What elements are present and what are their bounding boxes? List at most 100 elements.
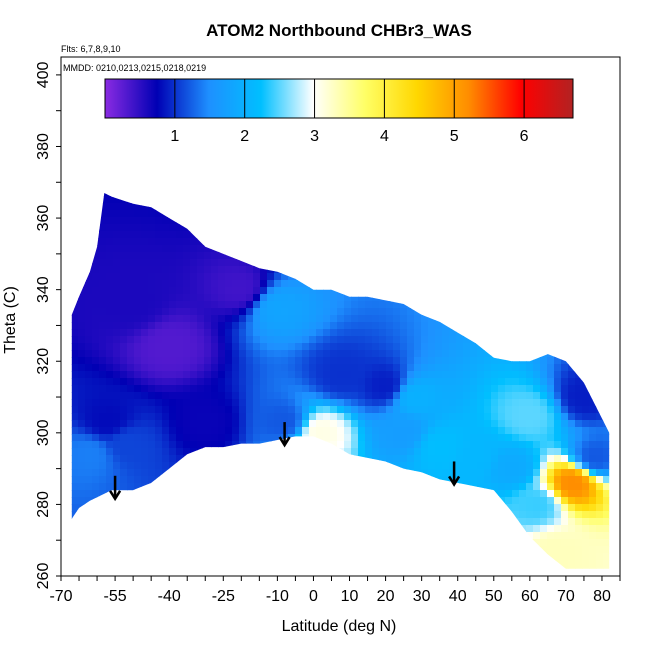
field-cell	[225, 385, 233, 393]
field-cell	[379, 476, 387, 484]
field-cell	[99, 511, 107, 519]
field-cell	[239, 490, 247, 498]
field-cell	[85, 280, 93, 288]
field-cell	[603, 518, 610, 526]
field-cell	[211, 567, 219, 569]
field-cell	[239, 434, 247, 442]
field-cell	[575, 266, 583, 274]
field-cell	[519, 413, 527, 421]
field-cell	[99, 252, 107, 260]
field-cell	[232, 294, 240, 302]
field-cell	[295, 273, 303, 281]
field-cell	[106, 392, 114, 400]
field-cell	[456, 210, 464, 218]
field-cell	[288, 210, 296, 218]
field-cell	[211, 497, 219, 505]
field-cell	[365, 574, 373, 582]
field-cell	[547, 371, 555, 379]
field-cell	[484, 441, 492, 449]
field-cell	[491, 462, 499, 470]
field-cell	[421, 196, 429, 204]
field-cell	[498, 504, 506, 512]
field-cell	[400, 357, 408, 365]
field-cell	[498, 287, 506, 295]
field-cell	[568, 343, 576, 351]
field-cell	[400, 546, 408, 554]
field-cell	[505, 476, 513, 484]
field-cell	[141, 315, 149, 323]
field-cell	[351, 231, 359, 239]
field-cell	[162, 343, 170, 351]
field-cell	[589, 294, 597, 302]
field-cell	[477, 539, 485, 547]
field-cell	[323, 504, 331, 512]
field-cell	[323, 315, 331, 323]
field-cell	[274, 259, 282, 267]
field-cell	[351, 308, 359, 316]
field-cell	[302, 546, 310, 554]
field-cell	[477, 518, 485, 526]
field-cell	[400, 308, 408, 316]
field-cell	[421, 280, 429, 288]
field-cell	[351, 462, 359, 470]
field-cell	[379, 546, 387, 554]
field-cell	[260, 350, 268, 358]
field-cell	[106, 560, 114, 568]
field-cell	[106, 476, 114, 484]
field-cell	[547, 476, 555, 484]
field-cell	[323, 193, 331, 197]
field-cell	[484, 413, 492, 421]
field-cell	[183, 231, 191, 239]
field-cell	[344, 371, 352, 379]
field-cell	[561, 462, 569, 470]
field-cell	[435, 217, 443, 225]
field-cell	[526, 455, 534, 463]
field-cell	[470, 371, 478, 379]
field-cell	[428, 434, 436, 442]
field-cell	[372, 420, 380, 428]
field-cell	[197, 196, 205, 204]
field-cell	[526, 280, 534, 288]
field-cell	[246, 392, 254, 400]
field-cell	[78, 273, 86, 281]
field-cell	[505, 406, 513, 414]
field-cell	[134, 434, 142, 442]
field-cell	[253, 497, 261, 505]
field-cell	[561, 336, 569, 344]
field-cell	[428, 385, 436, 393]
field-cell	[302, 273, 310, 281]
field-cell	[358, 294, 366, 302]
field-cell	[435, 203, 443, 211]
colorbar-tick-label: 2	[240, 128, 249, 145]
field-cell	[512, 252, 520, 260]
field-cell	[519, 406, 527, 414]
field-cell	[92, 553, 100, 561]
field-cell	[358, 574, 366, 582]
field-cell	[190, 266, 198, 274]
field-cell	[603, 532, 610, 540]
field-cell	[407, 203, 415, 211]
field-cell	[463, 252, 471, 260]
field-cell	[267, 287, 275, 295]
field-cell	[519, 287, 527, 295]
field-cell	[512, 441, 520, 449]
field-cell	[456, 427, 464, 435]
field-cell	[603, 280, 610, 288]
field-cell	[169, 406, 177, 414]
field-cell	[302, 567, 310, 569]
field-cell	[246, 308, 254, 316]
field-cell	[330, 497, 338, 505]
field-cell	[239, 252, 247, 260]
field-cell	[554, 182, 562, 190]
field-cell	[449, 420, 457, 428]
field-cell	[169, 238, 177, 246]
field-cell	[449, 203, 457, 211]
field-cell	[568, 301, 576, 309]
field-cell	[337, 497, 345, 505]
field-cell	[442, 210, 450, 218]
field-cell	[246, 301, 254, 309]
field-cell	[246, 322, 254, 330]
field-cell	[533, 567, 541, 569]
field-cell	[400, 378, 408, 386]
